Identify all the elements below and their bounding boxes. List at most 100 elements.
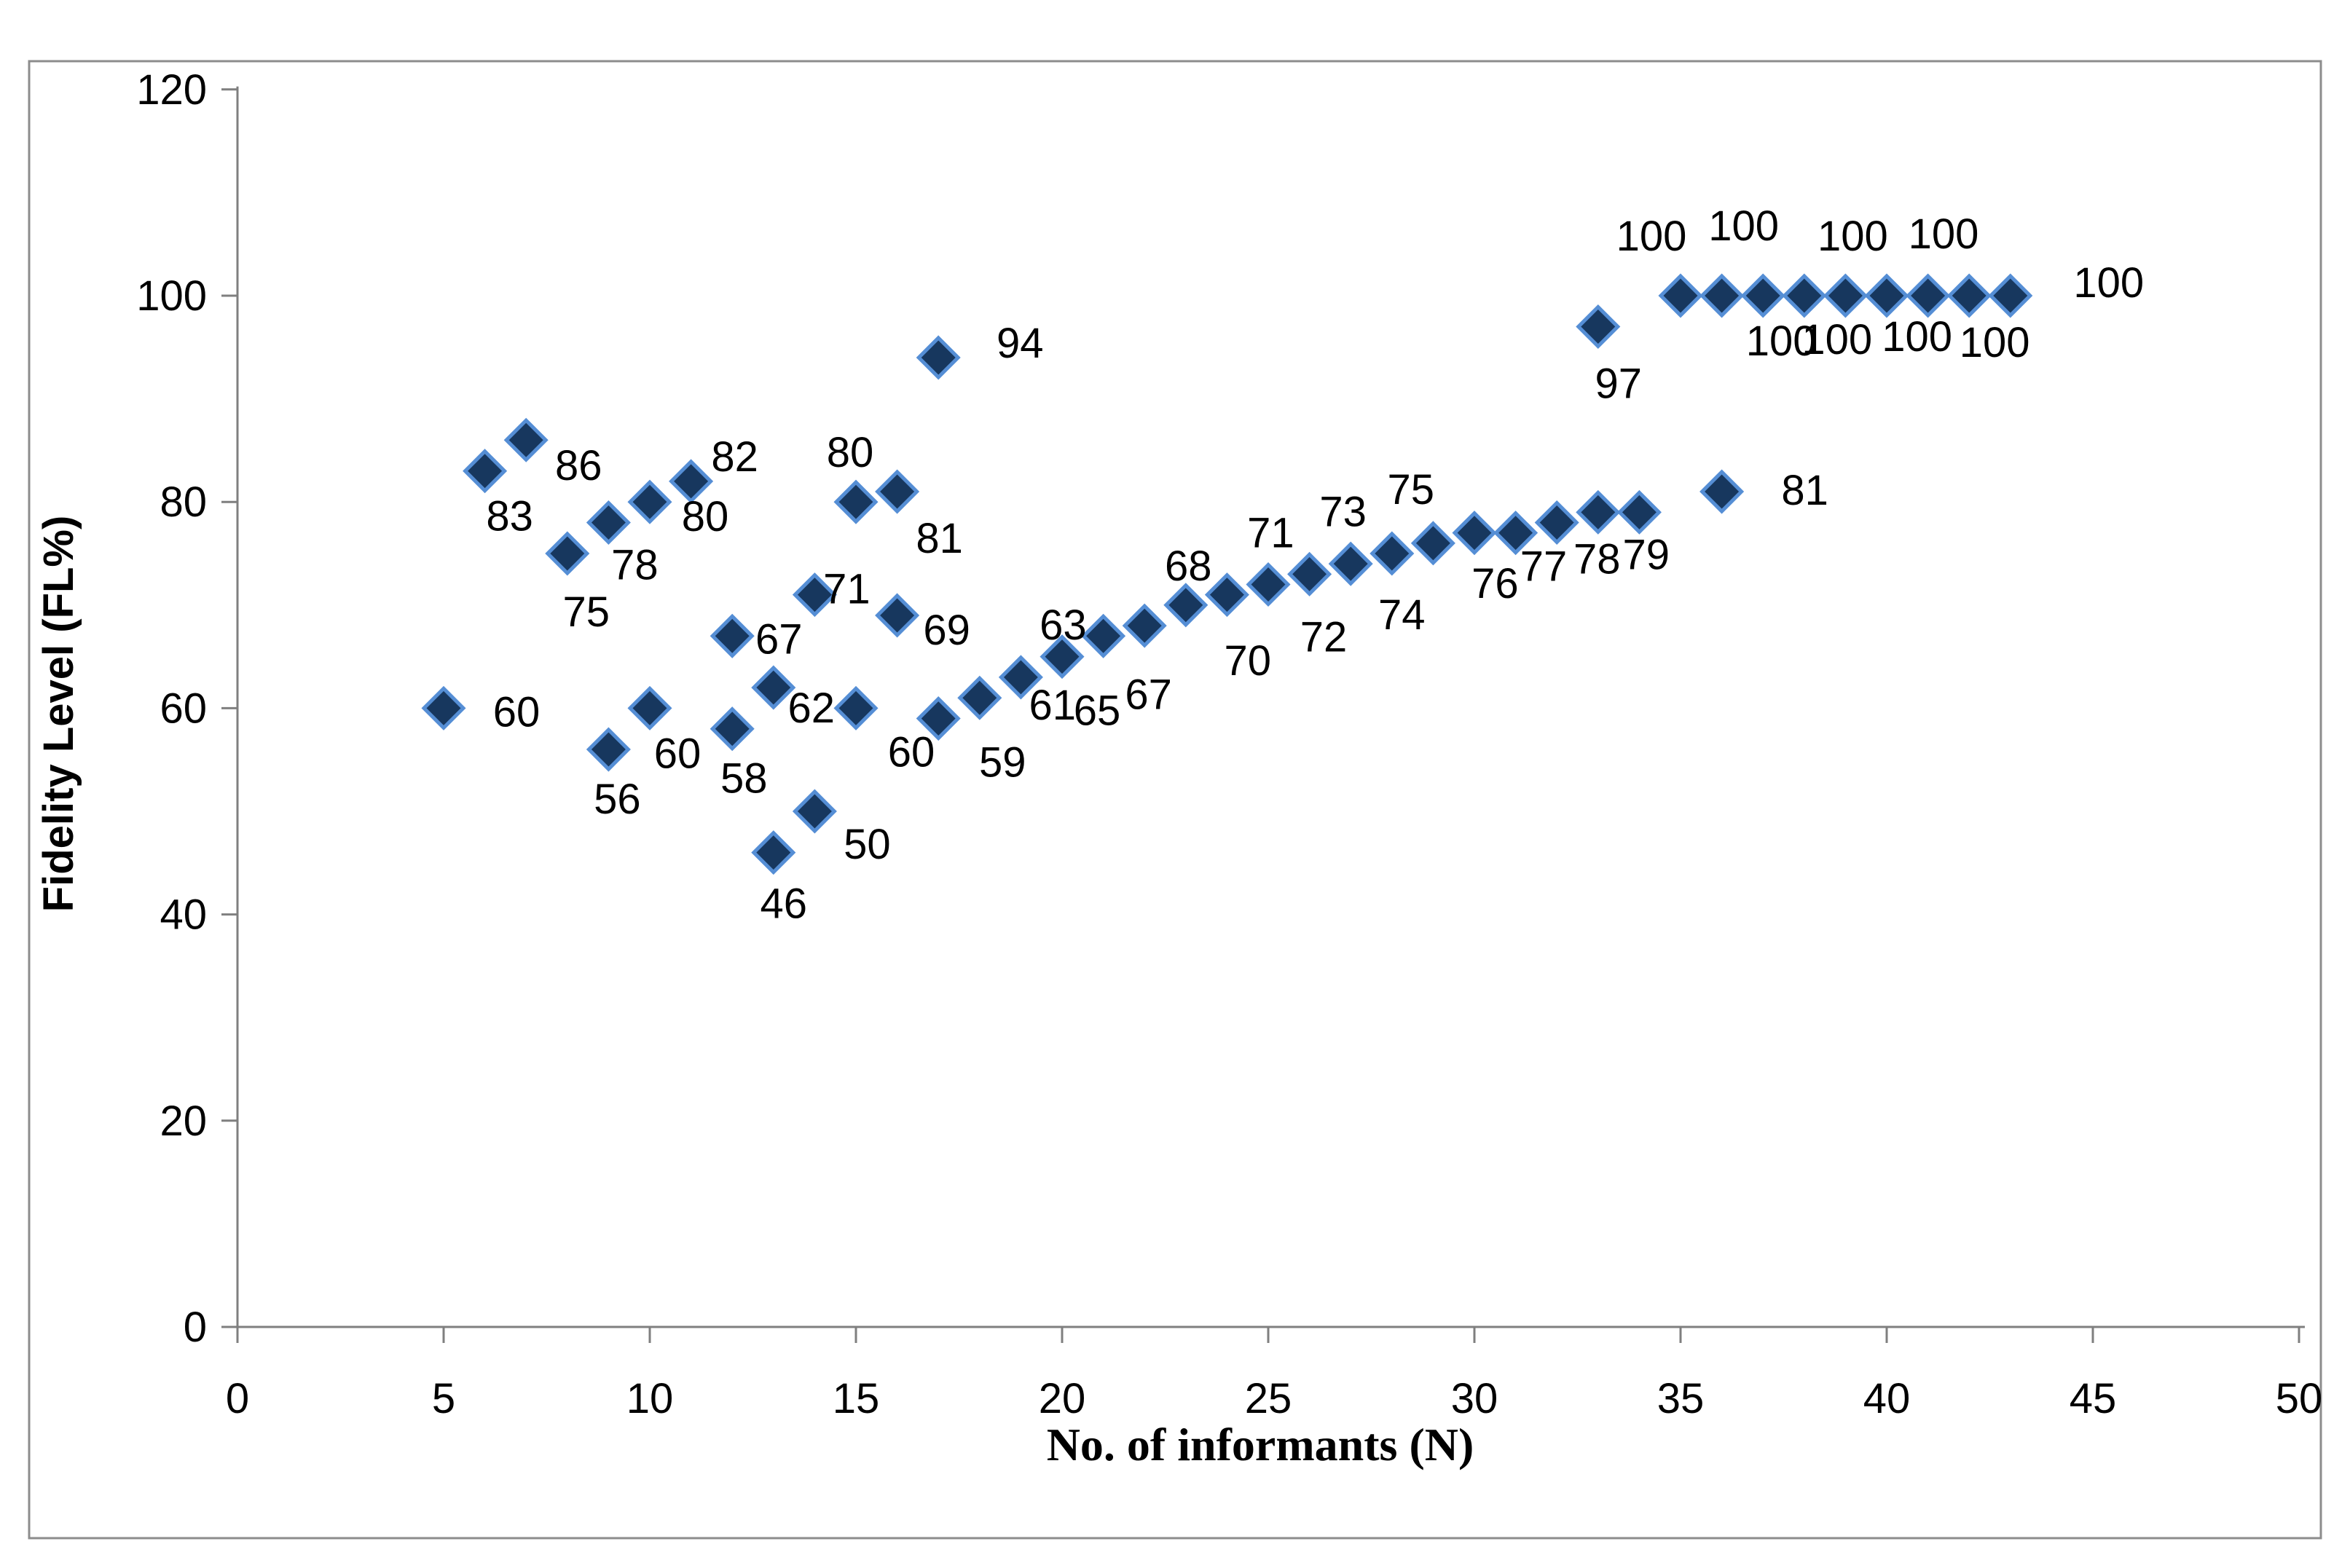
data-point-label: 68 (1165, 543, 1212, 590)
data-point-label: 100 (1882, 313, 1952, 361)
chart-outer-border (28, 60, 2322, 1540)
axes (221, 86, 2305, 1343)
x-tick-label: 10 (626, 1375, 674, 1422)
data-point-diamond (916, 335, 961, 380)
data-point-label: 100 (1746, 318, 1817, 365)
data-point-diamond (503, 417, 549, 462)
data-point-diamond (1081, 613, 1126, 658)
data-point-diamond (1616, 489, 1662, 535)
x-tick-label: 25 (1245, 1375, 1292, 1422)
x-tick-label: 50 (2276, 1375, 2323, 1422)
data-point-label: 69 (923, 607, 970, 654)
data-point-diamond (1493, 511, 1538, 556)
data-point-label: 58 (720, 755, 768, 803)
data-point-diamond (1534, 500, 1579, 545)
data-point-diamond (1699, 273, 1745, 318)
data-point-diamond (627, 479, 672, 524)
data-point-label: 60 (493, 688, 541, 736)
x-tick-label: 30 (1451, 1375, 1498, 1422)
data-point-diamond (875, 469, 920, 514)
data-point-diamond (916, 696, 961, 741)
data-point-diamond (875, 593, 920, 638)
data-point-label: 78 (611, 542, 659, 589)
data-point-label: 100 (1960, 319, 2030, 366)
data-point-label: 78 (1573, 536, 1621, 583)
data-point-diamond (1122, 603, 1167, 648)
data-point-label: 100 (1817, 213, 1888, 260)
y-tick-label: 60 (160, 685, 207, 732)
data-point-diamond (586, 500, 631, 545)
data-point-label: 59 (979, 739, 1026, 787)
data-point-label: 56 (594, 776, 641, 823)
x-tick-label: 20 (1039, 1375, 1086, 1422)
x-tick-label: 45 (2070, 1375, 2117, 1422)
data-point-diamond (627, 685, 672, 730)
data-point-label: 62 (788, 685, 836, 732)
data-point-diamond (463, 449, 508, 494)
data-point-diamond (1287, 551, 1332, 596)
data-point-diamond (1658, 273, 1703, 318)
data-point-diamond (1906, 273, 1951, 318)
data-point-label: 67 (1125, 671, 1172, 718)
data-point-diamond (1369, 531, 1415, 576)
y-tick-label: 0 (184, 1304, 207, 1351)
data-point-diamond (833, 479, 879, 524)
data-point-diamond (792, 572, 837, 618)
data-point-diamond (1864, 273, 1909, 318)
data-point-label: 82 (711, 433, 758, 481)
data-point-label: 100 (1801, 316, 1872, 363)
x-tick-label: 40 (1863, 1375, 1911, 1422)
data-point-label: 73 (1319, 488, 1367, 535)
data-point-diamond (1328, 541, 1373, 586)
data-point-diamond (545, 531, 590, 576)
x-axis-title: No. of informants (N) (1047, 1419, 1474, 1470)
data-point-label: 86 (555, 442, 602, 489)
data-point-label: 100 (2073, 259, 2144, 307)
data-point-label: 63 (1040, 602, 1087, 649)
tick-labels: 0 20 40 60 80 100 120 0 5 10 15 20 25 30 35 40 45 50 (136, 66, 2322, 1422)
data-point-label: 61 (1029, 682, 1077, 729)
data-point-label: 60 (888, 728, 935, 776)
data-point-diamond (710, 706, 755, 752)
data-point-diamond (998, 655, 1043, 700)
x-tick-label: 35 (1657, 1375, 1705, 1422)
data-point-label: 83 (486, 493, 533, 540)
data-point-diamond (1946, 273, 1992, 318)
y-tick-label: 20 (160, 1098, 207, 1145)
data-point-labels: 6083867578808256605867627146506080816994… (486, 202, 2144, 928)
data-point-label: 81 (916, 515, 963, 562)
data-point-label: 76 (1471, 560, 1519, 607)
data-point-label: 74 (1378, 591, 1426, 639)
data-point-label: 46 (761, 880, 808, 928)
data-point-diamond (1988, 273, 2033, 318)
y-tick-label: 120 (136, 66, 207, 114)
data-point-diamond (1823, 273, 1868, 318)
y-tick-label: 100 (136, 272, 207, 320)
data-point-label: 100 (1616, 213, 1687, 260)
data-point-label: 65 (1074, 688, 1121, 735)
data-point-diamond (833, 685, 879, 730)
data-point-label: 70 (1225, 637, 1272, 685)
data-point-diamond (1163, 583, 1209, 628)
data-point-label: 81 (1781, 467, 1828, 514)
data-points (421, 273, 2033, 875)
data-point-diamond (1040, 634, 1085, 679)
data-point-label: 60 (654, 730, 702, 777)
data-point-label: 72 (1300, 613, 1348, 661)
data-point-diamond (710, 613, 755, 658)
data-point-label: 75 (1388, 466, 1435, 513)
data-point-label: 94 (997, 320, 1044, 367)
data-point-diamond (1576, 304, 1621, 350)
data-point-diamond (1699, 469, 1745, 514)
data-point-diamond (421, 685, 466, 730)
data-point-label: 80 (682, 493, 729, 540)
x-tick-label: 0 (226, 1375, 249, 1422)
data-point-diamond (586, 727, 631, 772)
data-point-label: 71 (823, 566, 871, 613)
data-point-label: 80 (827, 429, 874, 476)
y-tick-label: 80 (160, 478, 207, 526)
data-point-label: 100 (1708, 202, 1779, 250)
data-point-diamond (1740, 273, 1785, 318)
